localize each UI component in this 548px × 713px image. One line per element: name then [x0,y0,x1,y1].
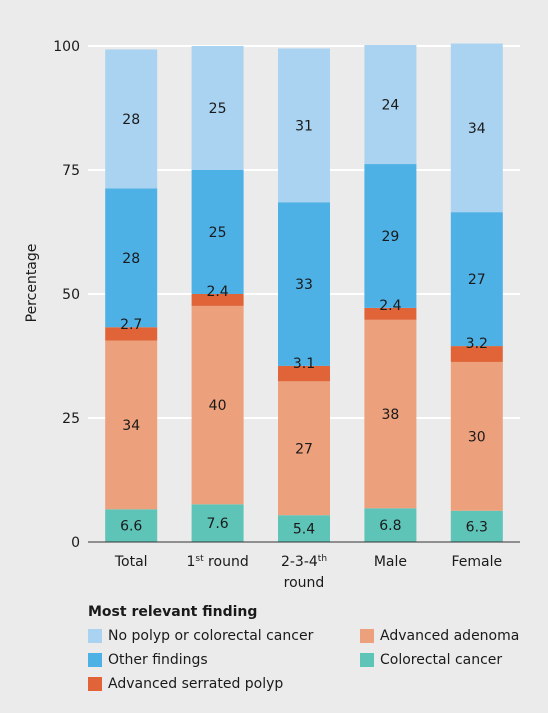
legend-title: Most relevant finding [88,604,258,620]
bar-segment [278,515,330,542]
bar-segment [450,361,503,511]
bar-segment [278,381,330,516]
y-axis: 0 25 50 75 100 [53,39,80,551]
y-tick-label: 50 [62,287,80,303]
bar-segment [191,305,244,505]
bar-segment [450,212,503,347]
bar-data-label: 25 [209,225,227,241]
bar-segment [278,202,330,366]
bar-data-label: 2.7 [120,317,142,333]
legend-label: Other findings [108,652,208,668]
bar-segment [364,45,417,165]
y-tick-label: 75 [62,163,80,179]
bar-segment [191,504,244,542]
legend-swatch [360,629,374,643]
legend-entries: No polyp or colorectal cancer Advanced ad… [88,626,538,694]
bar-data-label: 34 [468,121,486,137]
legend-label: No polyp or colorectal cancer [108,628,314,644]
bar-data-label: 33 [295,277,313,293]
legend-item: No polyp or colorectal cancer [88,626,360,646]
bar-segment [105,327,158,341]
bar-data-label: 38 [381,407,399,423]
bar-segment [450,510,503,542]
y-tick-label: 25 [62,411,80,427]
legend-item: Other findings [88,650,360,670]
bar-segment [364,164,417,308]
bar-data-label: 2.4 [206,284,228,300]
x-tick-label: 1st round [186,554,248,570]
legend-label: Colorectal cancer [380,652,503,668]
bar-data-label: 30 [468,429,486,445]
bar-segment [105,509,158,542]
x-tick-label: 2-3-4th [281,554,327,570]
x-tick-label: Female [451,554,502,570]
legend-item: Colorectal cancer [360,650,540,670]
bar-data-label: 31 [295,118,313,134]
x-tick-label: Total [114,554,148,570]
bar-data-label: 28 [122,112,140,128]
bar-segment [364,307,417,320]
legend-label: Advanced serrated polyp [108,676,284,692]
legend-label: Advanced adenoma [380,628,520,644]
legend-swatch [88,677,102,691]
bar-segment [105,49,158,189]
bar-data-label: 27 [295,441,313,457]
bar-segment [278,365,330,382]
bar-segment [191,170,244,294]
x-tick-label: Male [374,554,407,570]
bar-segment [191,294,244,306]
x-tick-label-line2: round [284,575,325,591]
y-axis-label: Percentage [24,244,40,323]
bar-data-label: 3.2 [466,336,488,352]
bar-segment [364,319,417,509]
bar-data-label: 7.6 [206,516,228,532]
bar-data-label: 25 [209,101,227,117]
bar-data-label: 24 [381,98,399,114]
legend: Most relevant finding No polyp or colore… [88,604,538,694]
bar-data-label: 5.4 [293,522,315,538]
bar-segment [450,43,503,213]
bar-segment [450,346,503,362]
stacked-bar-chart: 6.6 34 2.7 28 28 7.6 40 2.4 25 25 5.4 27 3.1 33 31 6.8 3… [24,39,520,591]
legend-swatch [360,653,374,667]
bar-data-label: 27 [468,272,486,288]
bar-data-label: 6.8 [379,518,401,534]
bar-segment [105,188,158,328]
y-tick-label: 100 [53,39,80,55]
bar-data-label: 34 [122,418,140,434]
bar-data-label: 40 [209,398,227,414]
bar-data-label: 3.1 [293,356,315,372]
bar-data-label: 29 [381,229,399,245]
legend-swatch [88,653,102,667]
legend-swatch [88,629,102,643]
bar-segment [105,340,158,510]
legend-item: Advanced serrated polyp [88,674,360,694]
bar-data-label: 28 [122,251,140,267]
bar-data-label: 6.3 [466,519,488,535]
legend-item: Advanced adenoma [360,626,540,646]
bars: 6.6 34 2.7 28 28 7.6 40 2.4 25 25 5.4 27 3.1 33 31 6.8 3… [105,43,503,542]
bar-data-label: 2.4 [379,298,401,314]
bar-segment [364,508,417,542]
x-axis: Total 1st round 2-3-4th round Male Female [88,541,520,591]
bar-segment [278,48,330,203]
y-tick-label: 0 [71,535,80,551]
bar-segment [191,46,244,170]
bar-data-label: 6.6 [120,519,142,535]
